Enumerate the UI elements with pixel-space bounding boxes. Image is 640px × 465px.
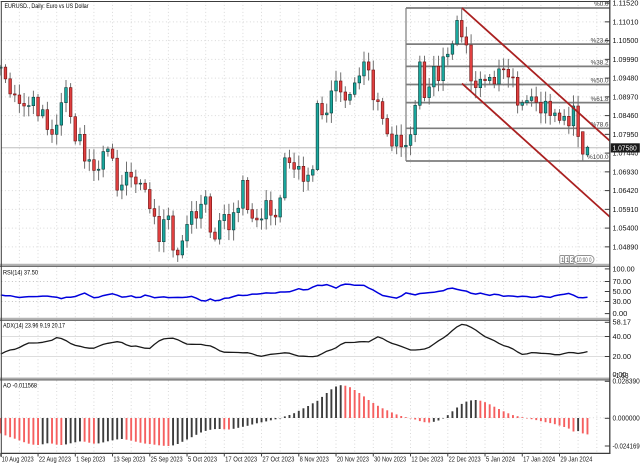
svg-text:13 Sep 2023: 13 Sep 2023	[113, 457, 145, 464]
svg-text:ADX(14) 23.96 9.19 20.17: ADX(14) 23.96 9.19 20.17	[3, 323, 65, 330]
svg-text:1.09990: 1.09990	[613, 57, 639, 64]
svg-text:1.09480: 1.09480	[613, 76, 639, 83]
svg-text:0.00: 0.00	[613, 372, 627, 379]
svg-text:2: 2	[571, 258, 575, 264]
svg-text:30.00: 30.00	[613, 299, 632, 306]
svg-text:22 Dec 2023: 22 Dec 2023	[449, 457, 481, 464]
svg-text:%78.6: %78.6	[591, 122, 609, 129]
svg-text:1.04890: 1.04890	[613, 244, 639, 251]
svg-text:1.08460: 1.08460	[613, 113, 639, 120]
svg-text:29 Jan 2024: 29 Jan 2024	[560, 457, 592, 464]
svg-text:-0.024169: -0.024169	[613, 443, 640, 450]
svg-text:20.00: 20.00	[613, 354, 632, 361]
svg-text:40.00: 40.00	[613, 334, 632, 341]
svg-text:100.00: 100.00	[613, 266, 635, 273]
svg-text:EURUSD., Daily: Euro vs US Do: EURUSD., Daily: Euro vs US Dollar	[5, 3, 90, 10]
svg-text:%61.8: %61.8	[591, 96, 609, 103]
svg-text:%0.0: %0.0	[594, 1, 609, 8]
svg-text:1.10500: 1.10500	[613, 38, 639, 45]
svg-text:5 Oct 2023: 5 Oct 2023	[188, 457, 217, 464]
svg-text:1: 1	[566, 258, 570, 264]
svg-text:%23.6: %23.6	[591, 37, 609, 44]
svg-text:22 Aug 2023: 22 Aug 2023	[39, 457, 71, 464]
svg-text:5 Jan 2024: 5 Jan 2024	[486, 457, 515, 464]
svg-text:1: 1	[561, 258, 565, 264]
svg-text:20 Nov 2023: 20 Nov 2023	[337, 457, 369, 464]
svg-text:1.08970: 1.08970	[613, 94, 639, 101]
svg-text:-1.63: -1.63	[614, 373, 629, 380]
svg-text:17 Jan 2024: 17 Jan 2024	[523, 457, 555, 464]
svg-text:%38.2: %38.2	[591, 60, 609, 67]
svg-text:1.11010: 1.11010	[613, 19, 639, 26]
svg-text:8 Nov 2023: 8 Nov 2023	[300, 457, 329, 464]
svg-text:10 Aug 2023: 10 Aug 2023	[2, 457, 34, 464]
svg-text:27 Oct 2023: 27 Oct 2023	[262, 457, 294, 464]
svg-text:12 Dec 2023: 12 Dec 2023	[411, 457, 443, 464]
svg-text:1.07440: 1.07440	[613, 151, 639, 158]
svg-text:50.00: 50.00	[613, 289, 632, 296]
svg-text:0.00: 0.00	[613, 311, 628, 318]
svg-text:70.00: 70.00	[613, 279, 632, 286]
svg-text:30 Nov 2023: 30 Nov 2023	[374, 457, 406, 464]
svg-text:1.07950: 1.07950	[613, 132, 639, 139]
svg-text:1.06420: 1.06420	[613, 188, 639, 195]
svg-text:0.000000: 0.000000	[613, 416, 640, 423]
svg-text:1.05400: 1.05400	[613, 226, 639, 233]
svg-text:1.07580: 1.07580	[613, 145, 637, 152]
svg-text:RSI(14) 37.50: RSI(14) 37.50	[3, 270, 38, 277]
svg-text:AO -0.011568: AO -0.011568	[3, 383, 37, 390]
svg-text:1.05910: 1.05910	[613, 207, 639, 214]
svg-text:25 Sep 2023: 25 Sep 2023	[151, 457, 183, 464]
svg-text:0.028390: 0.028390	[613, 379, 640, 386]
svg-text:1.06930: 1.06930	[613, 169, 639, 176]
svg-text:10:00 0: 10:00 0	[577, 258, 592, 264]
svg-text:1.11520: 1.11520	[613, 1, 639, 8]
svg-text:1 Sep 2023: 1 Sep 2023	[76, 457, 105, 464]
svg-text:17 Oct 2023: 17 Oct 2023	[225, 457, 257, 464]
svg-text:%100.0: %100.0	[587, 154, 609, 161]
svg-text:%50.0: %50.0	[591, 78, 609, 85]
svg-text:58.17: 58.17	[613, 320, 632, 327]
